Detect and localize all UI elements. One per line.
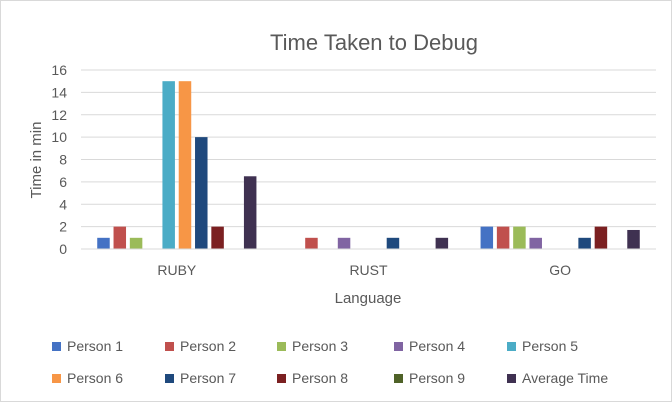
- bar-person-1-go: [480, 226, 494, 249]
- y-tick-label: 10: [51, 129, 67, 145]
- legend-swatch-person-1: [52, 342, 61, 351]
- bar-person-7-go: [578, 237, 591, 249]
- bar-person-2-ruby: [113, 226, 127, 249]
- y-tick-label: 6: [59, 174, 67, 190]
- legend-swatch-person-2: [165, 342, 174, 351]
- legend-swatch-person-3: [277, 342, 286, 351]
- legend-swatch-person-4: [394, 342, 403, 351]
- legend-swatch-person-9: [394, 374, 403, 383]
- legend-label-person-1: Person 1: [67, 338, 123, 354]
- bar-person-7-ruby: [195, 137, 208, 249]
- legend-label-person-6: Person 6: [67, 370, 123, 386]
- bar-person-6-ruby: [178, 81, 192, 249]
- bar-person-5-ruby: [162, 81, 175, 249]
- bar-average-time-ruby: [243, 176, 257, 249]
- legend-label-average-time: Average Time: [522, 370, 608, 386]
- x-tick-label: RUST: [349, 262, 388, 278]
- y-tick-label: 0: [59, 241, 67, 257]
- y-axis-tick-labels: 0 2 4 6 8 10 12 14 16: [51, 62, 67, 257]
- legend-swatch-person-8: [277, 374, 286, 383]
- bar-person-2-rust: [305, 237, 318, 249]
- gridlines: [81, 69, 656, 228]
- y-tick-label: 12: [51, 107, 67, 123]
- legend-label-person-3: Person 3: [292, 338, 348, 354]
- y-tick-label: 14: [51, 84, 67, 100]
- bar-average-time-rust: [435, 237, 449, 249]
- x-axis-tick-labels: RUBY RUST GO: [157, 262, 571, 278]
- bar-person-4-go: [529, 237, 542, 249]
- legend-label-person-7: Person 7: [180, 370, 236, 386]
- x-tick-label: RUBY: [157, 262, 197, 278]
- bar-person-3-ruby: [129, 237, 143, 249]
- bar-person-2-go: [496, 226, 510, 249]
- legend-label-person-8: Person 8: [292, 370, 348, 386]
- legend-label-person-9: Person 9: [409, 370, 465, 386]
- legend-swatch-person-5: [507, 342, 516, 351]
- legend-label-person-5: Person 5: [522, 338, 578, 354]
- bar-person-4-rust: [337, 237, 351, 249]
- y-tick-label: 16: [51, 62, 67, 78]
- y-tick-label: 4: [59, 196, 67, 212]
- legend: Person 1 Person 2 Person 3 Person 4 Person 5…: [52, 338, 608, 386]
- legend-swatch-person-7: [165, 374, 174, 383]
- chart-title: Time Taken to Debug: [270, 30, 478, 55]
- y-axis-label: Time in min: [28, 122, 45, 199]
- bar-person-1-ruby: [97, 237, 110, 249]
- y-tick-label: 2: [59, 219, 67, 235]
- legend-label-person-4: Person 4: [409, 338, 465, 354]
- legend-label-person-2: Person 2: [180, 338, 236, 354]
- y-tick-label: 8: [59, 152, 67, 168]
- x-tick-label: GO: [549, 262, 571, 278]
- bars: [97, 81, 640, 249]
- bar-person-3-go: [513, 226, 526, 249]
- legend-swatch-average-time: [507, 374, 516, 383]
- x-axis-label: Language: [335, 290, 402, 307]
- bar-person-8-go: [594, 226, 608, 249]
- bar-person-8-ruby: [211, 226, 224, 249]
- legend-swatch-person-6: [52, 374, 61, 383]
- bar-person-7-rust: [386, 237, 400, 249]
- bar-average-time-go: [627, 229, 640, 249]
